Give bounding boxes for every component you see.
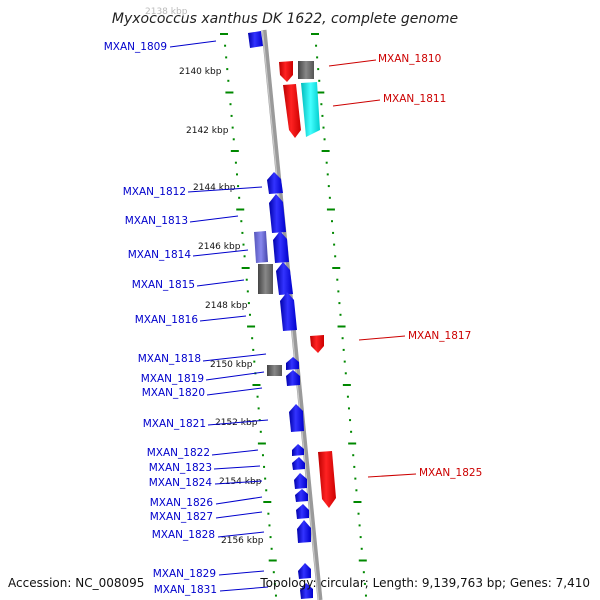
ruler-label: 2144 kbp <box>193 183 236 193</box>
gene-label[interactable]: MXAN_1816 <box>135 314 199 326</box>
ruler-label: 2142 kbp <box>186 126 229 136</box>
gene-label[interactable]: MXAN_1825 <box>419 467 482 479</box>
ruler-label-faint: 2138 kbp <box>145 7 188 17</box>
gene-arrow-1811[interactable] <box>283 84 301 138</box>
gene-arrow-1824[interactable] <box>294 473 307 489</box>
gene-arrow-1829[interactable] <box>298 563 311 579</box>
gene-arrow-1827[interactable] <box>296 504 309 519</box>
gene-label[interactable]: MXAN_1831 <box>154 584 217 596</box>
gene-label[interactable]: MXAN_1814 <box>128 249 192 261</box>
genome-summary-text: Topology: circular; Length: 9,139,763 bp… <box>259 576 590 590</box>
left-tick-track <box>220 33 277 597</box>
ruler-label: 2156 kbp <box>221 536 264 546</box>
gene-label[interactable]: MXAN_1819 <box>141 373 204 385</box>
gene-box-cyan[interactable] <box>301 82 320 137</box>
gene-box-purple[interactable] <box>254 231 268 263</box>
gene-arrow-1812[interactable] <box>267 172 283 194</box>
gene-label[interactable]: MXAN_1810 <box>378 53 441 65</box>
gene-label[interactable]: MXAN_1824 <box>149 477 213 489</box>
left-gene-labels: MXAN_1809 MXAN_1812 MXAN_1813 MXAN_1814 … <box>104 41 217 596</box>
map-title: Myxococcus xanthus DK 1622, complete gen… <box>112 11 458 27</box>
gene-arrow-1815[interactable] <box>276 262 293 295</box>
accession-text: Accession: NC_008095 <box>8 576 144 590</box>
gene-box-gray[interactable] <box>298 61 314 79</box>
gene-label[interactable]: MXAN_1811 <box>383 93 446 105</box>
gene-label[interactable]: MXAN_1809 <box>104 41 167 53</box>
gene-features <box>248 31 336 599</box>
gene-arrow-1823[interactable] <box>292 457 305 470</box>
gene-arrow-1828[interactable] <box>297 520 311 543</box>
ruler-label: 2146 kbp <box>198 242 241 252</box>
gene-label[interactable]: MXAN_1820 <box>142 387 205 399</box>
right-gene-labels: MXAN_1810 MXAN_1811 MXAN_1817 MXAN_1825 <box>378 53 482 479</box>
gene-box-gray[interactable] <box>258 264 273 294</box>
right-leader-lines <box>328 59 417 478</box>
gene-arrow-1826[interactable] <box>295 489 308 502</box>
gene-arrow-1814[interactable] <box>273 231 289 263</box>
gene-label[interactable]: MXAN_1822 <box>147 447 210 459</box>
gene-arrow-1816[interactable] <box>280 292 297 331</box>
gene-arrow-1809[interactable] <box>248 31 263 48</box>
gene-arrow-1820[interactable] <box>286 370 300 386</box>
gene-box-gray[interactable] <box>267 365 282 376</box>
gene-label[interactable]: MXAN_1812 <box>123 186 186 198</box>
gene-label[interactable]: MXAN_1821 <box>143 418 206 430</box>
gene-label[interactable]: MXAN_1815 <box>132 279 195 291</box>
gene-label[interactable]: MXAN_1818 <box>138 353 201 365</box>
gene-arrow-1813[interactable] <box>269 194 286 233</box>
gene-arrow-1831[interactable] <box>300 583 313 599</box>
gene-label[interactable]: MXAN_1817 <box>408 330 471 342</box>
gene-arrow-1821[interactable] <box>289 404 304 432</box>
gene-label[interactable]: MXAN_1828 <box>152 529 215 541</box>
gene-arrow-1819[interactable] <box>286 357 299 370</box>
gene-label[interactable]: MXAN_1823 <box>149 462 212 474</box>
gene-label[interactable]: MXAN_1827 <box>150 511 213 523</box>
left-leader-lines <box>169 40 269 592</box>
gene-label[interactable]: MXAN_1829 <box>153 568 216 580</box>
gene-label[interactable]: MXAN_1826 <box>150 497 214 509</box>
ruler-label: 2140 kbp <box>179 67 222 77</box>
gene-arrow-1822[interactable] <box>292 444 304 456</box>
gene-label[interactable]: MXAN_1813 <box>125 215 188 227</box>
ruler-label: 2148 kbp <box>205 301 248 311</box>
ruler-label: 2150 kbp <box>210 360 253 370</box>
gene-arrow-1825[interactable] <box>318 451 336 508</box>
gene-arrow-1817[interactable] <box>310 335 324 353</box>
gene-arrow-1810[interactable] <box>279 61 293 82</box>
right-tick-track <box>311 33 367 597</box>
